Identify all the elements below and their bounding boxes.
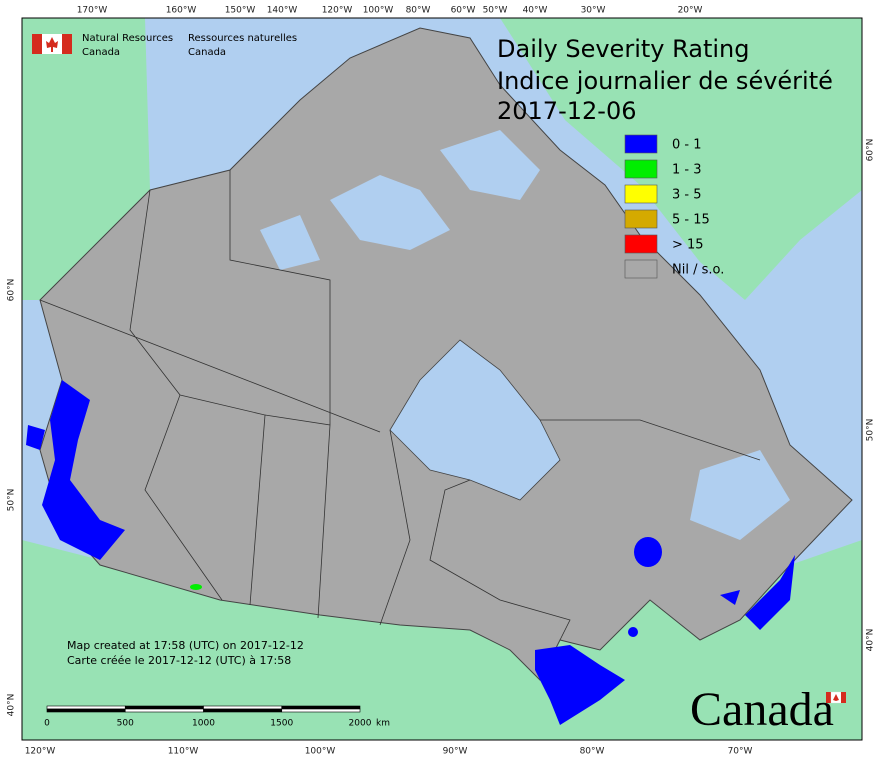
graticule-label: 80°W: [580, 747, 605, 757]
graticule-label: 120°W: [25, 747, 56, 757]
logo-text: Canada: [188, 47, 226, 58]
legend-label: 3 - 5: [672, 188, 702, 203]
maritimes-rating: [720, 555, 795, 630]
frame-border: [21, 17, 863, 741]
flag-bar: [32, 34, 42, 54]
flag-bar: [841, 692, 846, 703]
graticule-label: 50°N: [866, 419, 876, 442]
graticule-label: 100°W: [305, 747, 336, 757]
scale-segment: [203, 708, 283, 713]
graticule-label: 90°W: [443, 747, 468, 757]
graticule-label: 100°W: [363, 6, 394, 16]
legend-swatch: [624, 134, 658, 154]
graticule-label: 80°W: [406, 6, 431, 16]
scale-segment: [281, 708, 361, 713]
legend-swatch: [624, 234, 658, 254]
graticule-label: 160°W: [166, 6, 197, 16]
scale-segment: [281, 705, 361, 710]
graticule-label: 30°W: [581, 6, 606, 16]
prairie-rating: [190, 584, 202, 590]
flag-bar: [826, 692, 831, 703]
graticule-label: 50°N: [7, 489, 17, 512]
ontario-rating: [535, 645, 625, 725]
legend-label: 5 - 15: [672, 213, 710, 228]
legend-swatch: [624, 259, 658, 279]
nrcan-logo: Natural Resources Canada Ressources natu…: [32, 33, 297, 58]
title: 2017-12-06: [497, 97, 636, 125]
scale-label: 1000: [192, 719, 215, 729]
scale-unit: km: [376, 719, 390, 729]
maple-leaf: [46, 37, 58, 52]
quebec-south-rating: [628, 627, 638, 637]
graticule-label: 60°W: [451, 6, 476, 16]
bc-coast-rating: [26, 380, 125, 560]
legend-label: Nil / s.o.: [672, 263, 724, 278]
credit: Map created at 17:58 (UTC) on 2017-12-12: [67, 639, 304, 652]
scale-label: 0: [44, 719, 50, 729]
graticule-label: 170°W: [77, 6, 108, 16]
credit: Carte créée le 2017-12-12 (UTC) à 17:58: [67, 654, 291, 667]
graticule-label: 40°N: [7, 694, 17, 717]
maple-leaf: [833, 694, 839, 701]
graticule-label: 60°N: [7, 279, 17, 302]
alaska: [22, 18, 150, 300]
logo-text: Canada: [82, 47, 120, 58]
united-states: [22, 540, 862, 740]
hudson-bay: [389, 339, 561, 501]
scale-label: 500: [117, 719, 134, 729]
legend-label: 1 - 3: [672, 163, 702, 178]
scale-label: 2000: [349, 719, 372, 729]
graticule-label: 70°W: [728, 747, 753, 757]
logo-text: Ressources naturelles: [188, 33, 297, 44]
graticule-label: 40°N: [866, 629, 876, 652]
gulf-st-lawrence: [690, 450, 790, 540]
scale-segment: [46, 708, 126, 713]
title: Indice journalier de sévérité: [497, 67, 833, 95]
legend-swatch: [624, 209, 658, 229]
map-frame: [21, 17, 863, 741]
graticule-label: 20°W: [678, 6, 703, 16]
title: Daily Severity Rating: [497, 35, 749, 63]
scale-segment: [46, 705, 126, 710]
legend-swatch: [624, 159, 658, 179]
wordmark: Canada: [690, 683, 834, 736]
wordmark-flag: [826, 691, 846, 704]
graticule-label: 60°N: [866, 139, 876, 162]
greenland: [500, 18, 862, 300]
province-borders: [39, 170, 761, 641]
scale-label: 1500: [270, 719, 293, 729]
graticule-label: 40°W: [523, 6, 548, 16]
graticule-label: 120°W: [322, 6, 353, 16]
scale-segment: [124, 705, 204, 710]
graticule-label: 110°W: [168, 747, 199, 757]
scale-segment: [203, 705, 283, 710]
legend-label: > 15: [672, 238, 704, 253]
legend-swatch: [624, 184, 658, 204]
logo-text: Natural Resources: [82, 33, 173, 44]
scale-segment: [124, 708, 204, 713]
arctic-channels: [260, 130, 540, 270]
graticule-label: 50°W: [483, 6, 508, 16]
flag-bar: [62, 34, 72, 54]
quebec-rating: [634, 537, 662, 567]
legend-label: 0 - 1: [672, 138, 702, 153]
graticule-label: 150°W: [225, 6, 256, 16]
graticule-label: 140°W: [267, 6, 298, 16]
